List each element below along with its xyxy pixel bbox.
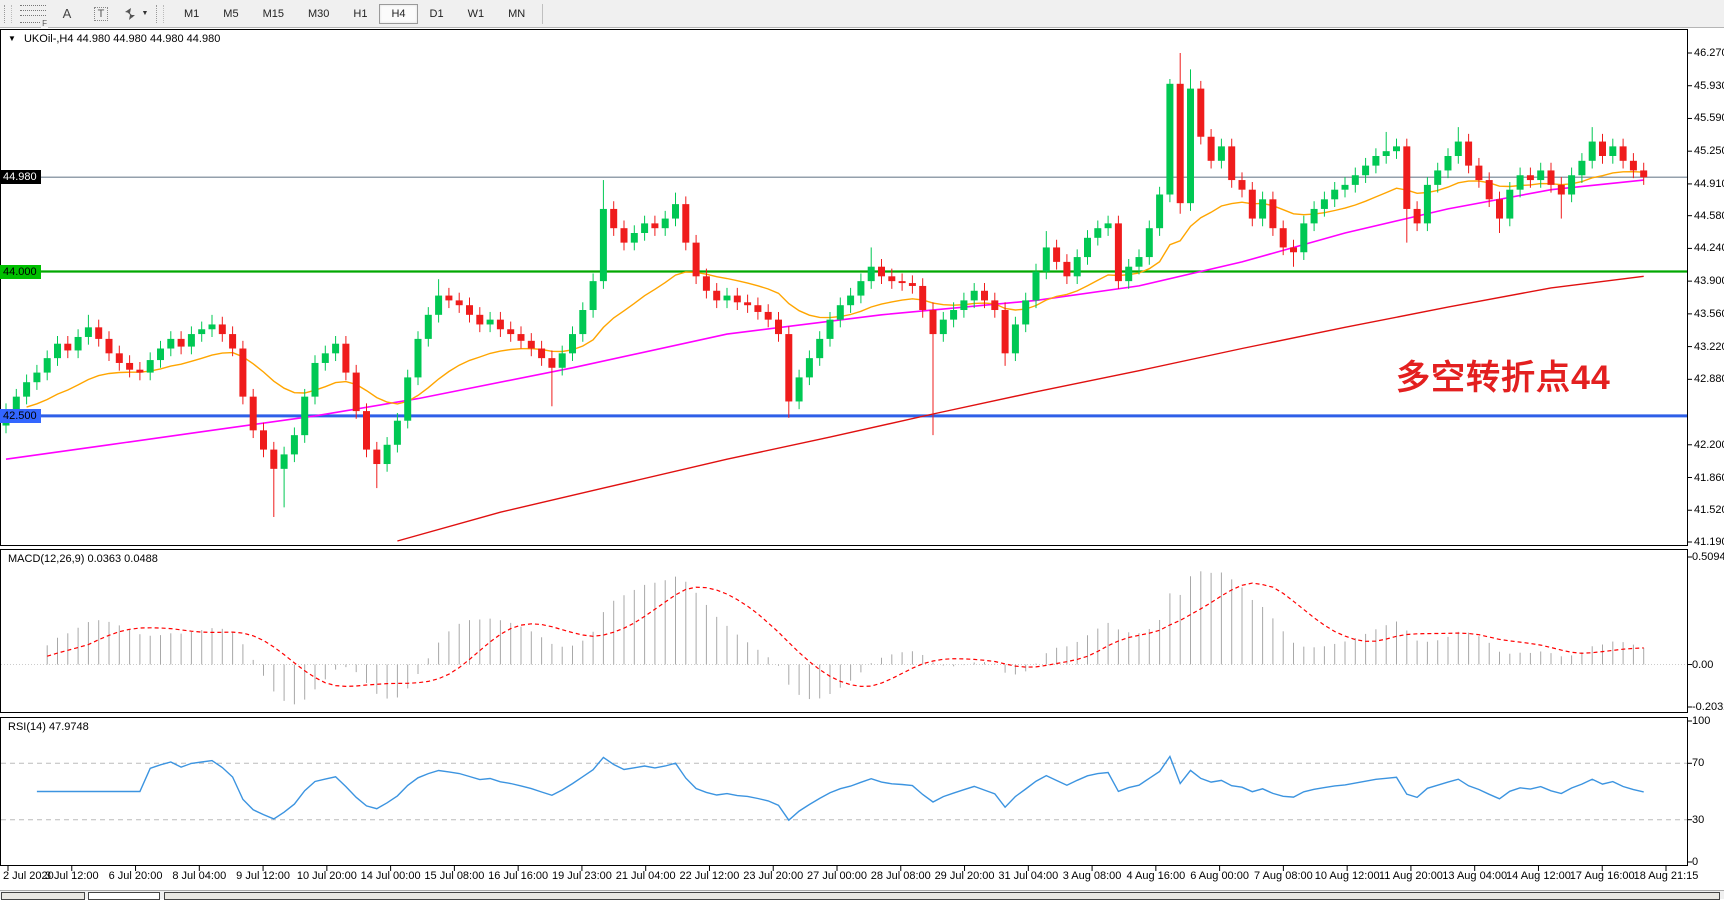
date-label: 3 Aug 08:00	[1062, 870, 1122, 882]
date-label: 2 Jul 2020	[3, 870, 54, 882]
price-tick-label: 43.900	[1694, 275, 1724, 288]
date-label: 14 Aug 12:00	[1506, 870, 1571, 882]
date-label: 6 Jul 20:00	[108, 870, 163, 882]
fibonacci-tool-button[interactable]: F	[19, 4, 48, 28]
text-tool-icon: A	[62, 6, 72, 21]
date-label: 6 Aug 00:00	[1190, 870, 1249, 882]
timeframe-button-mn[interactable]: MN	[508, 7, 526, 20]
date-label: 4 Aug 16:00	[1126, 870, 1186, 882]
date-label: 10 Jul 20:00	[296, 870, 357, 882]
price-tick-label: 41.860	[1694, 471, 1724, 484]
text-label-tool-button[interactable]: T	[87, 4, 115, 24]
macd-indicator-panel[interactable]	[0, 549, 1688, 713]
chart-tab-bar[interactable]	[164, 892, 1720, 900]
price-tag-44-980: 44.980	[0, 170, 41, 185]
timeframe-button-w1[interactable]: W1	[467, 7, 485, 20]
price-tick-label: 42.880	[1694, 373, 1724, 386]
date-label: 23 Jul 20:00	[743, 870, 804, 882]
timeframe-toolbar: M1 M5 M15 M30 H1 H4 D1 W1 MN	[172, 3, 537, 24]
timeframe-button-m1[interactable]: M1	[184, 7, 200, 20]
text-label-icon: T	[93, 6, 109, 21]
chart-title: ▼ UKOil-,H4 44.980 44.980 44.980 44.980	[8, 33, 220, 45]
time-axis[interactable]	[0, 866, 1724, 890]
price-tick-label: 43.220	[1694, 340, 1724, 353]
rsi-indicator-panel[interactable]	[0, 717, 1688, 866]
arrows-tool-button[interactable]: ▼	[121, 4, 149, 24]
date-label: 3 Jul 12:00	[44, 870, 99, 882]
date-label: 21 Jul 04:00	[615, 870, 676, 882]
toolbar: F A T ▼ M1 M5 M15 M30 H1 H4 D1 W1 MN	[0, 0, 1724, 28]
date-label: 17 Aug 16:00	[1569, 870, 1635, 882]
rsi-axis-label: 30	[1692, 813, 1705, 826]
price-tick-label: 43.560	[1694, 307, 1724, 320]
date-label: 18 Aug 21:15	[1633, 870, 1699, 882]
timeframe-button-d1[interactable]: D1	[429, 7, 444, 20]
macd-axis-label: -0.2032	[1692, 701, 1724, 713]
chart-tab[interactable]	[1, 892, 85, 900]
toolbar-drag-handle[interactable]	[4, 4, 12, 23]
chart-ohlc-quotes: 44.980 44.980 44.980 44.980	[76, 33, 221, 45]
date-label: 28 Jul 08:00	[870, 870, 931, 882]
chevron-down-icon: ▼	[141, 10, 149, 17]
fibonacci-icon: F	[20, 4, 48, 28]
date-label: 31 Jul 04:00	[998, 870, 1059, 882]
price-chart-panel[interactable]	[0, 29, 1688, 546]
date-label: 14 Jul 00:00	[360, 870, 421, 882]
price-tick-label: 41.520	[1694, 504, 1724, 517]
price-tag-42-500: 42.500	[0, 408, 41, 423]
rsi-axis-label: 100	[1692, 715, 1711, 727]
toolbar-separator-handle	[156, 4, 164, 23]
timeframe-button-m30[interactable]: M30	[307, 7, 330, 20]
rsi-axis-label: 70	[1692, 757, 1705, 770]
chart-symbol-timeframe: UKOil-,H4	[23, 33, 74, 45]
price-tick-label: 45.930	[1694, 79, 1724, 92]
date-label: 15 Jul 08:00	[424, 870, 485, 882]
date-label: 22 Jul 12:00	[679, 870, 740, 882]
price-tick-label: 44.910	[1694, 177, 1724, 190]
date-label: 8 Jul 04:00	[172, 870, 227, 882]
timeframe-button-h1[interactable]: H1	[353, 7, 368, 20]
collapse-triangle-icon[interactable]: ▼	[8, 34, 16, 43]
date-label: 10 Aug 12:00	[1314, 870, 1380, 882]
date-label: 7 Aug 08:00	[1254, 870, 1313, 882]
timeframe-button-m5[interactable]: M5	[223, 7, 239, 20]
timeframe-button-m15[interactable]: M15	[262, 7, 284, 20]
macd-label: MACD(12,26,9) 0.0363 0.0488	[8, 553, 158, 565]
macd-axis-label: 0.5094	[1692, 551, 1724, 563]
price-tick-label: 44.240	[1694, 242, 1724, 255]
toolbar-separator	[542, 3, 544, 24]
price-tick-label: 46.270	[1694, 47, 1724, 59]
arrows-icon	[124, 7, 135, 20]
price-tag-44-000: 44.000	[0, 264, 41, 279]
rsi-axis-label: 0	[1692, 856, 1699, 868]
rsi-label: RSI(14) 47.9748	[8, 721, 89, 733]
price-tick-label: 41.190	[1694, 536, 1724, 548]
chart-tab-active[interactable]	[88, 892, 160, 900]
price-tick-label: 45.250	[1694, 145, 1724, 158]
macd-axis-label: 0.00	[1692, 658, 1714, 671]
date-label: 16 Jul 16:00	[488, 870, 549, 882]
date-label: 29 Jul 20:00	[934, 870, 995, 882]
price-tick-label: 44.580	[1694, 209, 1724, 222]
date-label: 19 Jul 23:00	[551, 870, 612, 882]
price-tick-label: 42.200	[1694, 438, 1724, 451]
chart-annotation-text: 多空转折点44	[1396, 359, 1611, 397]
fibonacci-icon-letter: F	[41, 18, 48, 28]
timeframe-button-h4[interactable]: H4	[379, 3, 418, 24]
date-label: 13 Aug 04:00	[1442, 870, 1508, 882]
price-tick-label: 45.590	[1694, 112, 1724, 125]
date-label: 9 Jul 12:00	[236, 870, 290, 882]
date-label: 27 Jul 00:00	[807, 870, 867, 882]
date-label: 11 Aug 20:00	[1378, 870, 1443, 882]
text-tool-button[interactable]: A	[53, 4, 81, 24]
